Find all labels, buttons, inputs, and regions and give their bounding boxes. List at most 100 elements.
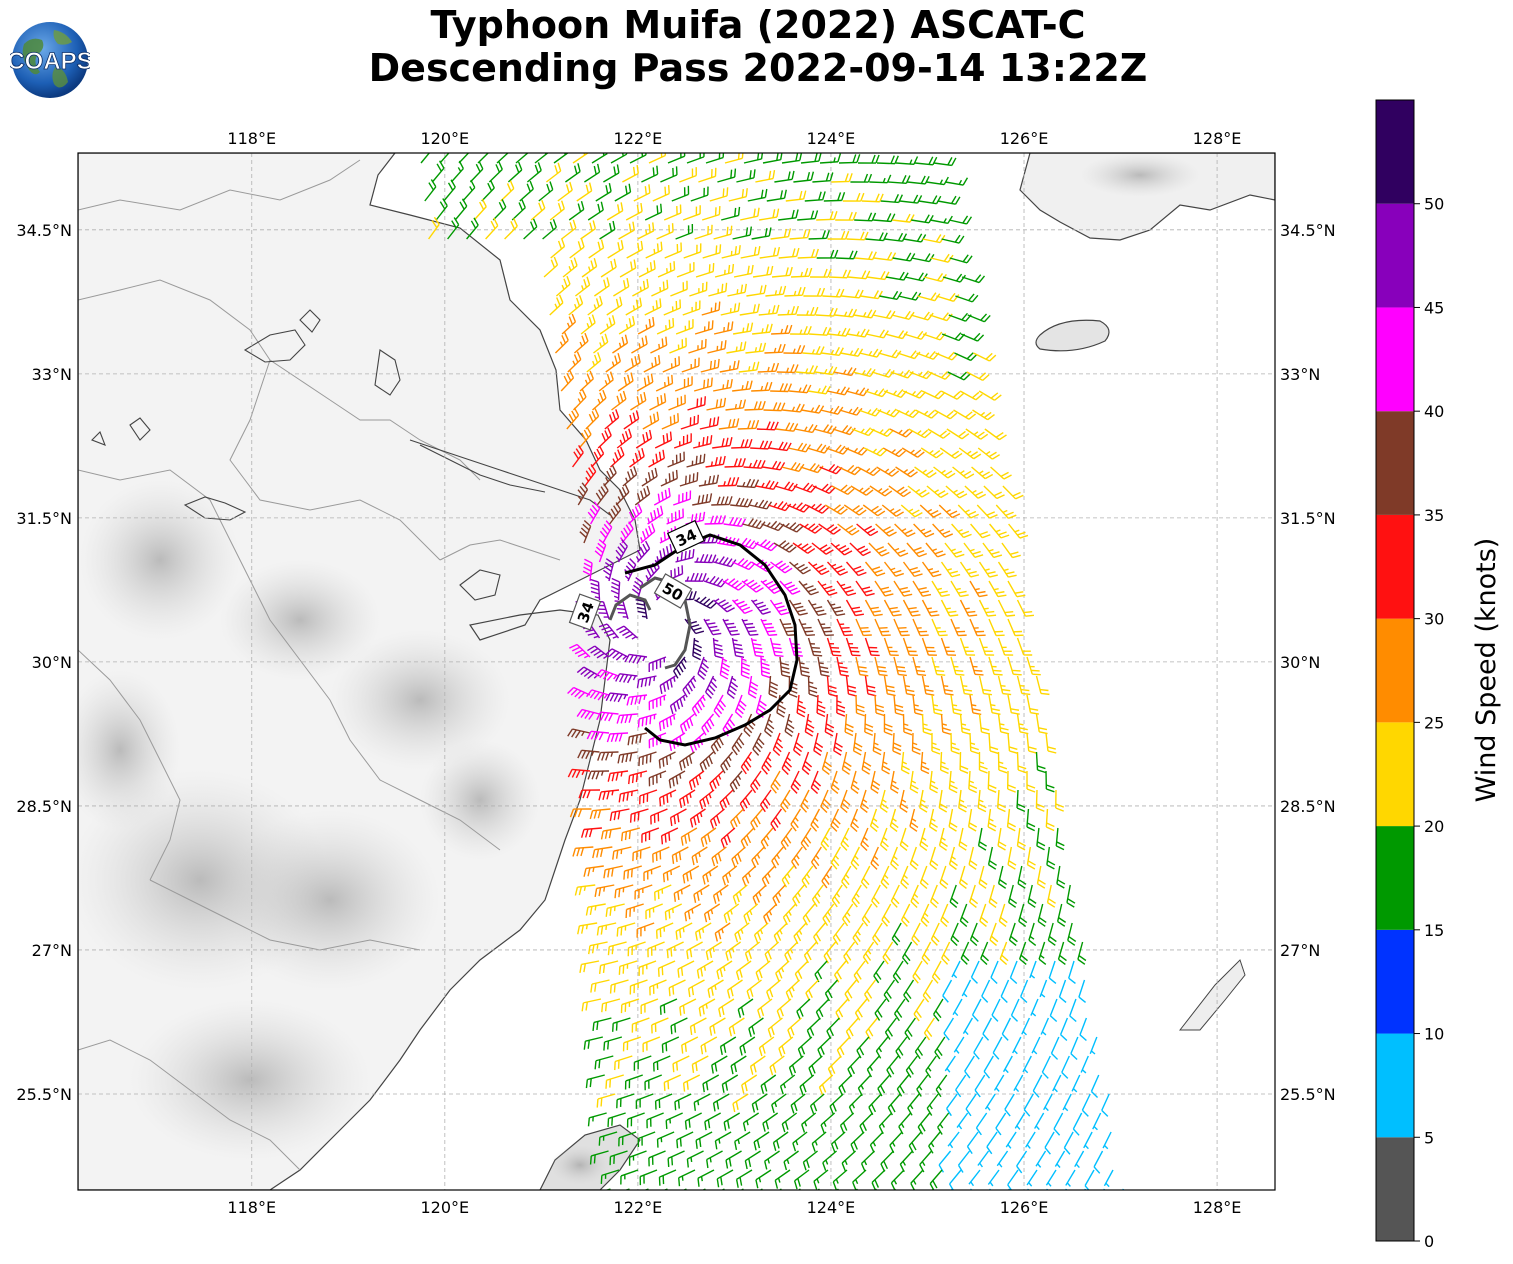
wind-barb <box>914 466 937 478</box>
wind-barb <box>605 1074 624 1089</box>
wind-barb <box>628 1150 647 1166</box>
wind-barb <box>840 827 850 851</box>
wind-barb <box>500 180 515 202</box>
wind-barb <box>852 922 864 946</box>
wind-barb <box>587 645 610 660</box>
wind-barb <box>959 675 973 696</box>
wind-barb <box>797 1036 813 1058</box>
wind-barb <box>895 1036 908 1059</box>
wind-barb <box>769 441 792 452</box>
wind-barb <box>701 301 721 316</box>
wind-barb <box>641 165 659 183</box>
wind-barb <box>793 171 815 183</box>
wind-barb <box>931 1188 934 1190</box>
wind-barb <box>625 903 644 919</box>
wind-barb <box>944 1055 956 1073</box>
wind-barb <box>701 206 721 221</box>
wind-barb <box>1023 1093 1034 1117</box>
wind-barb <box>700 1036 718 1055</box>
wind-barb <box>689 281 708 297</box>
wind-barb <box>616 713 638 724</box>
wind-barb <box>959 599 978 617</box>
wind-barb <box>699 416 720 430</box>
wind-barb <box>840 789 851 814</box>
wind-barb <box>859 789 869 813</box>
wind-barb <box>1040 1017 1050 1036</box>
colorbar-segment <box>1376 722 1414 827</box>
wind-barb <box>866 271 890 281</box>
wind-barb <box>622 466 638 487</box>
wind-barb <box>665 1112 683 1129</box>
wind-barb <box>731 438 753 449</box>
wind-barb <box>523 218 538 240</box>
wind-barb <box>713 225 733 240</box>
wind-barb <box>688 770 705 791</box>
wind-barb <box>635 429 653 449</box>
wind-barb <box>965 1093 977 1117</box>
jeju-island <box>1035 319 1110 352</box>
wind-barb <box>620 1169 639 1185</box>
wind-barb <box>686 153 705 164</box>
wind-barb <box>832 922 845 945</box>
wind-barb <box>919 827 929 851</box>
lon-tick-bottom: 128°E <box>1193 1198 1242 1217</box>
wind-barb <box>981 979 991 1003</box>
wind-barb <box>836 656 850 677</box>
wind-barb <box>638 751 657 767</box>
wind-barb <box>819 153 842 164</box>
wind-barb <box>823 192 846 202</box>
wind-barb <box>771 324 793 335</box>
wind-barb <box>864 561 886 577</box>
wind-barb <box>989 523 1010 539</box>
wind-barb <box>1057 941 1067 965</box>
wind-barb <box>911 922 921 946</box>
wind-barb <box>913 998 925 1022</box>
wind-barb <box>719 1036 737 1056</box>
colorbar-frame <box>1375 99 1415 1242</box>
wind-barb <box>616 1093 635 1109</box>
wind-barb <box>813 732 824 756</box>
wind-barb <box>420 153 431 164</box>
wind-barb <box>543 256 559 278</box>
wind-barb <box>1026 808 1036 832</box>
wind-barb <box>589 1150 609 1165</box>
wind-barb <box>1047 922 1057 946</box>
wind-barb <box>1007 694 1020 715</box>
wind-barb <box>614 183 632 202</box>
wind-barb <box>1066 884 1076 908</box>
wind-barb <box>759 789 772 813</box>
wind-barb <box>610 577 621 601</box>
wind-barb <box>636 922 655 938</box>
wind-barb <box>912 580 932 597</box>
wind-barb <box>872 922 883 946</box>
wind-barb <box>931 580 950 598</box>
wind-barb <box>910 311 934 321</box>
wind-barb <box>888 174 911 185</box>
wind-barb <box>787 1017 802 1039</box>
wind-barb <box>893 580 913 597</box>
wind-barb <box>832 424 856 436</box>
wind-barb <box>751 381 773 392</box>
wind-barb <box>774 170 795 183</box>
wind-barb <box>987 846 997 870</box>
wind-barb <box>774 1169 791 1189</box>
wind-barb <box>831 484 855 496</box>
wind-barb <box>776 694 786 718</box>
wind-barb <box>740 207 760 221</box>
wind-barb <box>596 711 619 722</box>
wind-barb <box>779 656 791 678</box>
wind-barb <box>984 1093 996 1111</box>
wind-barb <box>711 496 733 506</box>
wind-barb <box>895 466 918 478</box>
wind-barb <box>816 249 839 259</box>
colorbar-tick-label: 10 <box>1424 1025 1444 1044</box>
wind-barb <box>959 903 969 927</box>
wind-barb <box>721 1188 725 1190</box>
wind-barb <box>680 414 699 430</box>
wind-barb <box>638 260 656 278</box>
wind-barb <box>826 599 846 617</box>
wind-barb <box>736 478 760 489</box>
wind-barb <box>792 732 804 756</box>
wind-barb <box>899 827 909 851</box>
wind-barb <box>1030 998 1039 1017</box>
